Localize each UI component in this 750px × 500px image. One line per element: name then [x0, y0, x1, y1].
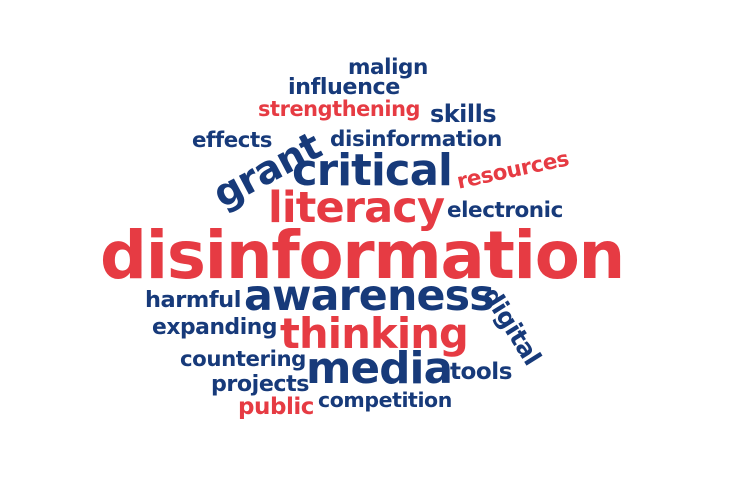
word-disinformation-main: disinformation [100, 218, 625, 294]
word-thinking: thinking [280, 309, 469, 358]
word-tools: tools [450, 358, 512, 385]
word-disinformation-small: disinformation [330, 127, 502, 152]
word-projects: projects [211, 371, 309, 397]
word-literacy: literacy [268, 182, 445, 233]
word-critical: critical [292, 145, 453, 196]
word-effects: effects [192, 127, 273, 153]
word-electronic: electronic [447, 197, 563, 223]
word-digital: digital [476, 281, 547, 370]
word-media: media [306, 344, 453, 394]
word-influence: influence [288, 74, 400, 100]
word-strengthening: strengthening [258, 96, 421, 121]
word-public: public [238, 393, 314, 420]
word-resources: resources [454, 145, 572, 195]
word-harmful: harmful [145, 287, 241, 313]
word-skills: skills [430, 100, 497, 128]
word-awareness: awareness [244, 270, 495, 321]
word-expanding: expanding [152, 315, 278, 340]
word-competition: competition [318, 388, 452, 412]
word-malign: malign [348, 55, 428, 80]
word-countering: countering [180, 346, 306, 372]
